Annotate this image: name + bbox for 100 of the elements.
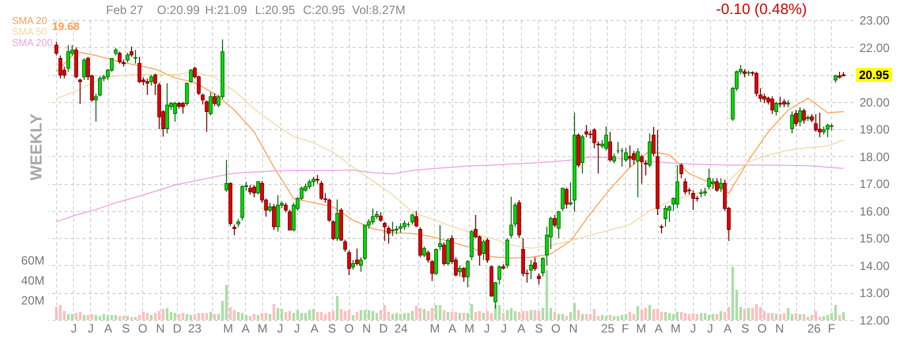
bar [546,270,548,320]
x-tick-label: S [328,322,336,336]
bar [138,315,141,320]
bar [759,307,762,320]
text: Feb 27 [106,3,144,17]
text: Vol:8.27M [352,3,406,17]
bar [292,313,296,320]
x-tick-label: N [156,322,165,336]
text: WEEKLY [28,114,46,180]
bar [692,313,694,320]
text: H:21.09 [205,3,248,17]
bar [90,314,94,320]
x-tick-label: M [430,322,440,336]
x-tick-label: A [310,322,319,336]
bar [399,314,402,320]
bar [407,313,410,320]
bar [110,315,114,320]
x-tick-label: J [690,322,696,336]
candlestick [268,202,272,213]
y2-tick-label: 20M [21,294,45,308]
x-tick-label: J [294,322,300,336]
y-tick-label: 14.00 [860,258,890,273]
bar [280,309,284,320]
bar [581,314,584,320]
bar [608,315,612,320]
candlestick [224,159,228,192]
bar [482,313,485,320]
candlestick [82,58,86,80]
bar [774,314,778,320]
bar [308,310,311,320]
bar [205,313,208,320]
candlestick [604,126,608,152]
x-tick-label: M [223,322,234,336]
bar [174,313,176,320]
bar [316,312,319,320]
candlestick [628,144,632,168]
x-tick-label: F [622,322,629,336]
bar [498,305,501,320]
y-tick-label: 19.00 [860,122,890,137]
bar [538,311,540,320]
bar [300,313,303,320]
bar [680,312,683,320]
bar [268,314,272,320]
candlestick [347,250,351,276]
bar [276,308,280,320]
x-tick-label: D [379,322,388,336]
candlestick [790,110,794,134]
bar [304,313,307,320]
bar [700,313,702,320]
x-tick-label: N [775,322,784,336]
bar [213,314,216,320]
bar [106,315,110,320]
x-tick-label: M [670,322,681,336]
bar [154,313,157,320]
candlestick [691,190,696,211]
bar [668,313,671,320]
bar [731,267,734,320]
bar [720,311,722,320]
bar [778,314,782,320]
x-tick-label: S [741,322,750,336]
bar [150,315,153,320]
bar [209,312,212,320]
x-tick-label: A [448,322,456,336]
x-tick-label: O [138,322,148,336]
bar [70,314,74,320]
bar [98,316,102,320]
x-tick-label: J [484,322,490,336]
bar [565,316,568,320]
bar [114,315,118,320]
bar [375,313,378,320]
bar [814,311,818,320]
bar [272,304,276,320]
bar [688,314,691,320]
bar [593,309,596,320]
y-tick-label: 20.00 [860,95,890,110]
bar [490,313,493,320]
bar [296,310,299,320]
candlestick [351,260,355,270]
x-tick-label: O [551,322,560,336]
candlestick [398,222,402,234]
bar [320,312,323,320]
bar [478,311,481,320]
text: SMA 200 [12,38,54,49]
x-tick-label: 25 [601,322,615,336]
bar [59,305,62,320]
bar [664,312,667,320]
bar [352,315,354,320]
candlestick [378,212,383,222]
bar [201,313,204,320]
bar [822,316,826,320]
bar [383,305,386,320]
candlestick [272,204,276,230]
bar [186,314,188,320]
x-tick-label: A [242,322,250,336]
candlestick [308,179,312,190]
bar [391,314,394,320]
candlestick [509,196,514,239]
candlestick [446,238,450,266]
bar [82,315,86,320]
y-tick-label: 12.00 [860,314,890,328]
